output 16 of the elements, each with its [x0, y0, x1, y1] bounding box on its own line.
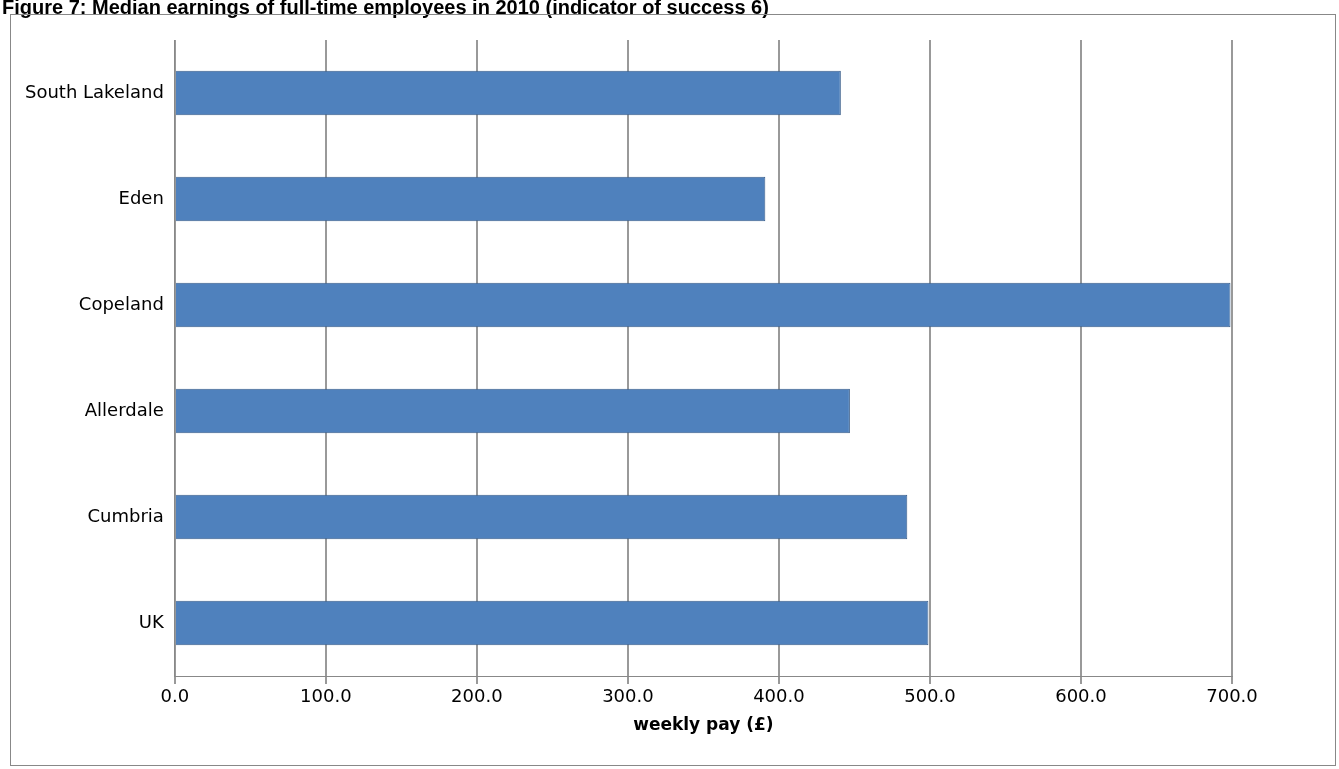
y-tick-label: UK [138, 610, 165, 632]
x-tick-label: 100.0 [300, 685, 352, 707]
x-tick-label: 400.0 [753, 685, 805, 707]
y-tick-label: Eden [118, 186, 164, 208]
x-axis-title: weekly pay (£) [633, 714, 774, 735]
x-tick-label: 600.0 [1055, 685, 1107, 707]
y-tick-label: South Lakeland [24, 80, 164, 102]
y-tick-label: Cumbria [87, 504, 164, 526]
chart-title: Figure 7: Median earnings of full-time employees in 2010 (indicator of success 6) [2, 0, 769, 19]
x-tick-label: 200.0 [451, 685, 503, 707]
x-tick-label: 500.0 [904, 685, 956, 707]
x-tick-label: 0.0 [160, 685, 190, 707]
y-tick-label: Copeland [78, 292, 164, 314]
y-tick-label: Allerdale [84, 398, 164, 420]
x-tick-label: 700.0 [1206, 685, 1258, 707]
x-tick-label: 300.0 [602, 685, 654, 707]
